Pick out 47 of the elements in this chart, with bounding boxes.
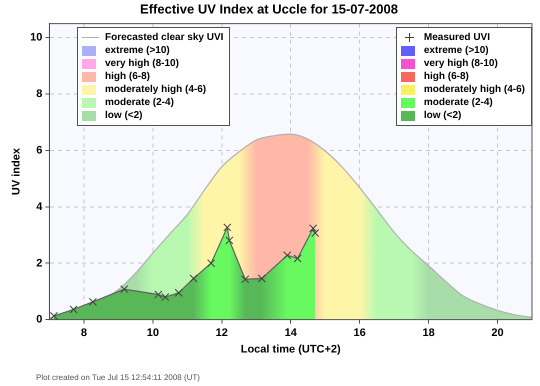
point — [225, 236, 234, 244]
chart-title: Effective UV Index at Uccle for 15-07-2008 — [140, 1, 398, 16]
x-tick-label: 20 — [491, 327, 504, 340]
legend-label: high (6-8) — [105, 71, 150, 82]
x-tick-label: 16 — [354, 327, 366, 340]
legend-label: moderate (2-4) — [105, 97, 174, 108]
point — [223, 223, 232, 232]
y-tick-label: 2 — [36, 257, 42, 270]
y-tick-label: 8 — [36, 88, 42, 100]
x-axis-title: Local time (UTC+2) — [240, 343, 342, 356]
legend-label: very high (8-10) — [105, 58, 179, 69]
point — [161, 293, 170, 302]
x-tick-label: 8 — [80, 327, 87, 340]
legend-label: low (<2) — [424, 110, 462, 121]
x-tick-label: 10 — [146, 327, 159, 340]
legend-label: moderate (2-4) — [424, 97, 493, 108]
point — [241, 275, 250, 284]
y-tick-label: 10 — [30, 32, 42, 44]
point — [283, 251, 292, 260]
point — [88, 298, 97, 306]
point — [294, 254, 302, 262]
legend-label: Measured UVI — [424, 32, 490, 43]
point — [258, 274, 266, 282]
legend-label: high (6-8) — [424, 71, 469, 82]
point — [120, 285, 128, 294]
legend-label: moderately high (4-6) — [424, 84, 525, 95]
y-axis-title: UV index — [10, 147, 23, 196]
legend-label: extreme (>10) — [424, 45, 489, 56]
y-tick-label: 6 — [36, 144, 42, 156]
point — [70, 305, 78, 314]
point — [207, 259, 216, 268]
legend-label: moderately high (4-6) — [105, 84, 206, 95]
text: Plot created on Tue Jul 15 12:54:11 2008 (UT) — [36, 373, 200, 382]
x-tick-label: 18 — [422, 327, 435, 340]
x-tick-label: 14 — [284, 327, 298, 340]
y-tick-label: 4 — [36, 200, 44, 213]
point — [174, 288, 183, 297]
point — [309, 224, 318, 232]
x-tick-label: 12 — [216, 327, 228, 340]
legend-label: very high (8-10) — [424, 58, 498, 69]
legend-label: extreme (>10) — [105, 45, 170, 56]
point — [154, 290, 162, 299]
point — [311, 229, 320, 238]
legend-label: low (<2) — [105, 110, 143, 121]
legend-label: Forecasted clear sky UVI — [105, 32, 224, 43]
point — [189, 274, 198, 282]
y-tick-label: 0 — [36, 314, 42, 326]
